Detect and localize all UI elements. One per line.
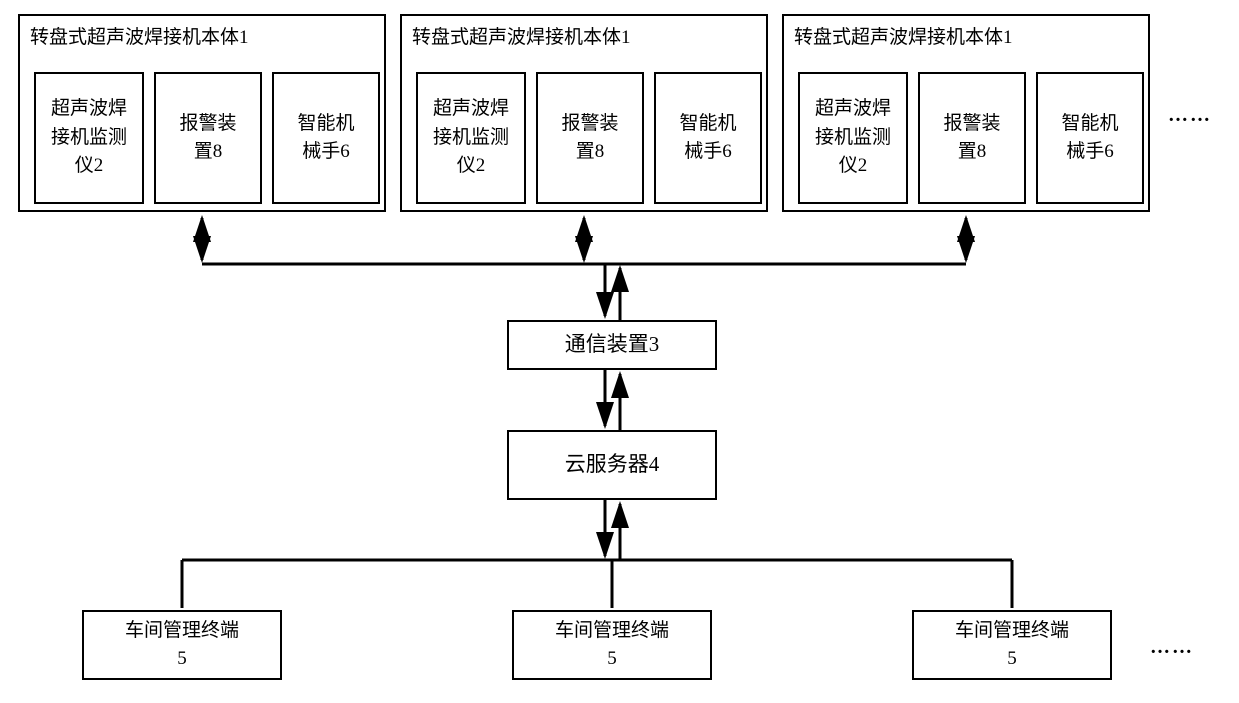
robot-label: 智能机械手6	[297, 110, 354, 167]
alarm-box: 报警装置8	[154, 72, 262, 204]
comm-device-box: 通信装置3	[507, 320, 717, 370]
robot-box: 智能机械手6	[654, 72, 762, 204]
alarm-box: 报警装置8	[918, 72, 1026, 204]
robot-label: 智能机械手6	[679, 110, 736, 167]
terminal-label-2b: 5	[607, 645, 617, 674]
monitor-label: 超声波焊接机监测仪2	[815, 95, 891, 181]
monitor-label: 超声波焊接机监测仪2	[433, 95, 509, 181]
terminal-label-1b: 5	[177, 645, 187, 674]
machine-unit-title: 转盘式超声波焊接机本体1	[30, 22, 249, 49]
terminal-3: 车间管理终端 5	[912, 610, 1112, 680]
terminal-label-1: 车间管理终端	[125, 617, 239, 646]
alarm-label: 报警装置8	[179, 110, 236, 167]
robot-label: 智能机械手6	[1061, 110, 1118, 167]
machine-unit-3: 转盘式超声波焊接机本体1 超声波焊接机监测仪2 报警装置8 智能机械手6	[782, 14, 1150, 212]
machine-unit-2: 转盘式超声波焊接机本体1 超声波焊接机监测仪2 报警装置8 智能机械手6	[400, 14, 768, 212]
ellipsis-bottom: ……	[1150, 636, 1194, 659]
monitor-box: 超声波焊接机监测仪2	[34, 72, 144, 204]
terminal-label-2: 车间管理终端	[555, 617, 669, 646]
monitor-box: 超声波焊接机监测仪2	[798, 72, 908, 204]
machine-unit-title: 转盘式超声波焊接机本体1	[412, 22, 631, 49]
terminal-2: 车间管理终端 5	[512, 610, 712, 680]
robot-box: 智能机械手6	[272, 72, 380, 204]
alarm-label: 报警装置8	[561, 110, 618, 167]
comm-device-label: 通信装置3	[565, 329, 660, 361]
terminal-label-3: 车间管理终端	[955, 617, 1069, 646]
terminal-1: 车间管理终端 5	[82, 610, 282, 680]
monitor-box: 超声波焊接机监测仪2	[416, 72, 526, 204]
alarm-label: 报警装置8	[943, 110, 1000, 167]
monitor-label: 超声波焊接机监测仪2	[51, 95, 127, 181]
ellipsis-top: ……	[1168, 104, 1212, 127]
cloud-server-label: 云服务器4	[565, 449, 660, 481]
terminal-label-3b: 5	[1007, 645, 1017, 674]
robot-box: 智能机械手6	[1036, 72, 1144, 204]
cloud-server-box: 云服务器4	[507, 430, 717, 500]
machine-unit-title: 转盘式超声波焊接机本体1	[794, 22, 1013, 49]
alarm-box: 报警装置8	[536, 72, 644, 204]
machine-unit-1: 转盘式超声波焊接机本体1 超声波焊接机监测仪2 报警装置8 智能机械手6	[18, 14, 386, 212]
